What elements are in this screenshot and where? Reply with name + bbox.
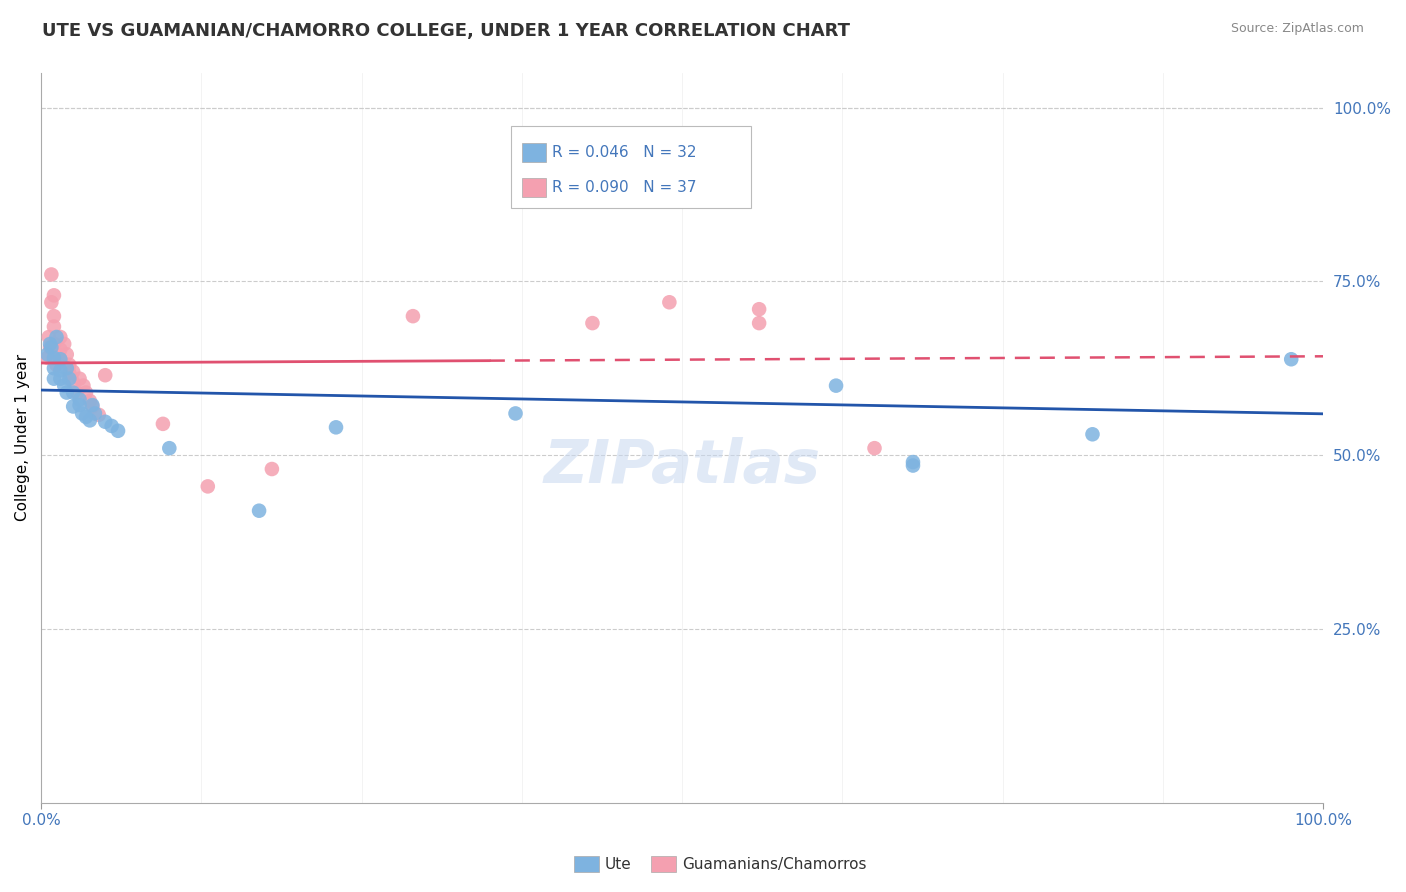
Point	[94, 368, 117, 383]
Point	[45, 330, 67, 344]
Point	[39, 337, 62, 351]
Point	[62, 375, 84, 389]
Point	[79, 413, 101, 427]
Text: ZIPatlas: ZIPatlas	[544, 437, 821, 497]
Point	[55, 347, 77, 361]
Point	[42, 288, 65, 302]
Point	[152, 417, 174, 431]
Point	[825, 378, 848, 392]
Point	[70, 406, 93, 420]
Point	[45, 347, 67, 361]
Point	[41, 268, 63, 282]
Point	[658, 295, 681, 310]
Point	[863, 441, 886, 455]
Text: R = 0.046   N = 32: R = 0.046 N = 32	[551, 145, 696, 161]
Point	[42, 351, 65, 365]
Point	[107, 424, 129, 438]
Point	[62, 385, 84, 400]
Point	[55, 385, 77, 400]
Point	[82, 398, 104, 412]
Point	[42, 372, 65, 386]
Point	[55, 361, 77, 376]
Text: R = 0.090   N = 37: R = 0.090 N = 37	[551, 180, 696, 195]
Point	[197, 479, 219, 493]
Point	[58, 366, 80, 380]
Point	[748, 302, 770, 317]
Point	[1081, 427, 1104, 442]
Point	[42, 319, 65, 334]
Point	[402, 309, 425, 323]
Point	[37, 347, 59, 361]
Point	[41, 340, 63, 354]
Point	[37, 351, 59, 365]
Point	[581, 316, 603, 330]
Point	[87, 408, 110, 422]
Point	[42, 337, 65, 351]
Point	[325, 420, 347, 434]
Point	[42, 361, 65, 376]
Point	[94, 415, 117, 429]
Point	[75, 385, 97, 400]
Point	[66, 385, 89, 400]
Point	[53, 378, 76, 392]
Point	[75, 409, 97, 424]
Text: Source: ZipAtlas.com: Source: ZipAtlas.com	[1230, 22, 1364, 36]
Point	[49, 352, 72, 367]
Point	[79, 393, 101, 408]
Point	[901, 455, 924, 469]
Text: Ute: Ute	[605, 857, 631, 871]
Point	[49, 372, 72, 386]
Text: Guamanians/Chamorros: Guamanians/Chamorros	[682, 857, 866, 871]
Point	[82, 400, 104, 414]
Point	[42, 309, 65, 323]
Point	[49, 343, 72, 357]
Point	[901, 458, 924, 473]
Y-axis label: College, Under 1 year: College, Under 1 year	[15, 354, 30, 521]
Point	[247, 504, 270, 518]
Point	[45, 358, 67, 372]
Point	[505, 406, 527, 420]
Point	[39, 340, 62, 354]
Point	[69, 372, 91, 386]
Point	[72, 378, 94, 392]
Point	[84, 406, 107, 420]
Point	[536, 191, 558, 205]
Point	[69, 398, 91, 412]
Point	[58, 358, 80, 372]
Point	[53, 337, 76, 351]
Point	[49, 363, 72, 377]
Point	[157, 441, 180, 455]
Point	[41, 295, 63, 310]
Point	[62, 365, 84, 379]
Text: UTE VS GUAMANIAN/CHAMORRO COLLEGE, UNDER 1 YEAR CORRELATION CHART: UTE VS GUAMANIAN/CHAMORRO COLLEGE, UNDER…	[42, 22, 851, 40]
Point	[49, 330, 72, 344]
Point	[49, 352, 72, 367]
Point	[748, 316, 770, 330]
Point	[260, 462, 283, 476]
Point	[58, 372, 80, 386]
Point	[38, 330, 60, 344]
Point	[100, 419, 122, 434]
Point	[69, 392, 91, 407]
Point	[62, 400, 84, 414]
Point	[1279, 352, 1302, 367]
